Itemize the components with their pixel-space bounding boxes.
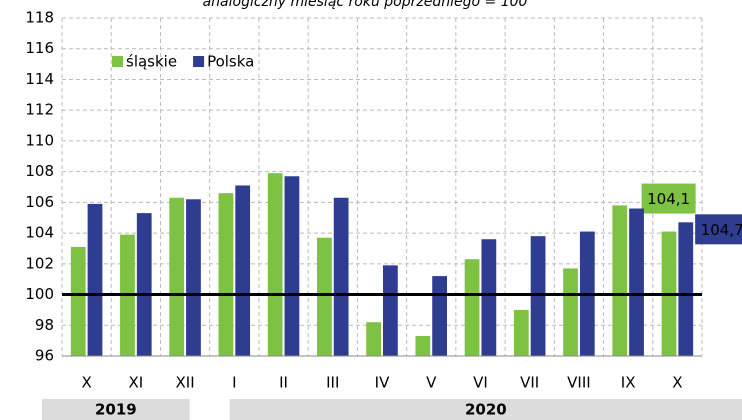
x-tick-label: IV (375, 374, 390, 392)
y-tick-label: 106 (25, 193, 54, 211)
y-tick-label: 108 (25, 162, 54, 180)
y-tick-label: 100 (25, 285, 54, 303)
bar (70, 246, 86, 356)
bar (513, 309, 529, 356)
year-label: 2020 (465, 401, 507, 419)
bar (235, 185, 251, 356)
y-tick-label: 104 (25, 224, 54, 242)
bar (136, 213, 152, 356)
bar (464, 259, 480, 356)
year-label: 2019 (95, 401, 137, 419)
bar (481, 239, 497, 356)
legend-swatch (112, 56, 123, 67)
bar (366, 322, 381, 356)
bar (530, 236, 546, 356)
bar (678, 222, 694, 356)
x-tick-label: VIII (567, 374, 591, 392)
year-band (229, 399, 742, 420)
y-tick-label: 112 (25, 101, 54, 119)
x-tick-label: X (81, 374, 91, 392)
bar (432, 276, 447, 356)
bar (169, 197, 185, 356)
x-tick-label: VI (473, 374, 488, 392)
legend-label: Polska (207, 53, 254, 71)
value-label: 104,7 (701, 221, 742, 239)
value-label: 104,1 (647, 190, 690, 208)
bar (563, 268, 578, 356)
bar (629, 208, 644, 356)
y-tick-label: 98 (35, 316, 54, 334)
y-tick-label: 102 (25, 254, 54, 272)
legend-swatch (193, 56, 205, 67)
x-tick-label: II (279, 374, 288, 392)
bar (218, 193, 234, 356)
y-tick-label: 110 (25, 131, 54, 149)
bar (317, 237, 332, 356)
year-band (42, 399, 190, 420)
x-tick-label: X (672, 374, 682, 392)
bar (383, 265, 398, 356)
bar (333, 197, 349, 356)
y-tick-label: 114 (25, 70, 54, 88)
legend-label: śląskie (126, 53, 177, 71)
bar (186, 199, 201, 356)
x-tick-label: XI (128, 374, 143, 392)
bar (612, 205, 628, 356)
x-tick-label: I (232, 374, 236, 392)
x-tick-label: IX (621, 374, 636, 392)
chart-title: analogiczny miesiąc roku poprzedniego = … (203, 0, 528, 10)
bar (87, 203, 103, 356)
value-label-box (641, 183, 696, 214)
bar (284, 176, 300, 356)
y-tick-label: 96 (35, 347, 54, 365)
x-tick-label: VII (520, 374, 539, 392)
bar (415, 336, 431, 356)
x-tick-label: XII (176, 374, 195, 392)
value-label-box (695, 214, 742, 245)
x-tick-label: V (426, 374, 437, 392)
x-tick-label: III (326, 374, 339, 392)
y-tick-label: 118 (25, 9, 54, 27)
y-tick-label: 116 (25, 39, 54, 57)
bar (267, 173, 283, 356)
